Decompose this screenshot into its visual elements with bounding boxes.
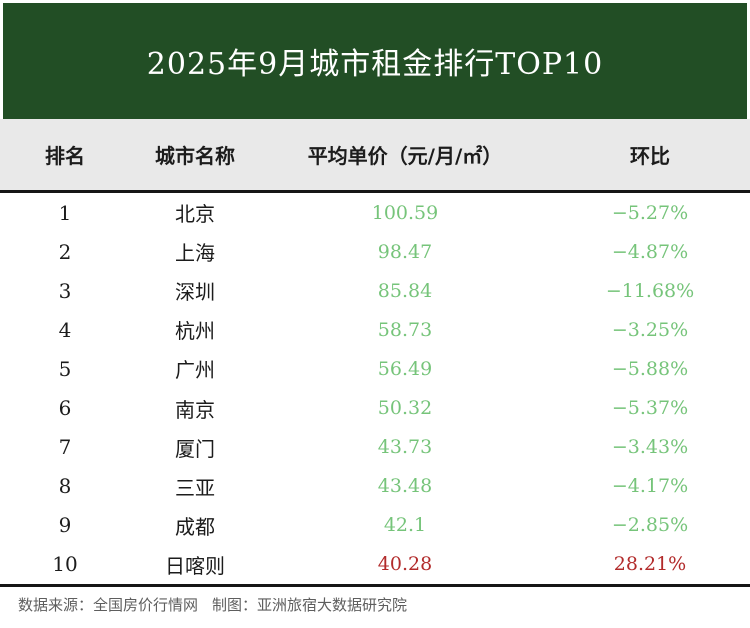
cell-price: 98.47 — [377, 240, 433, 263]
cell-city: 成都 — [175, 514, 215, 539]
cell-price: 85.84 — [377, 279, 433, 302]
table-bottom-rule — [0, 584, 750, 587]
table-body: 1 北京 100.59 −5.27% 2 上海 98.47 −4.87% 3 深圳 85.84 −11… — [0, 193, 750, 584]
cell-city: 日喀则 — [165, 553, 225, 578]
cell-city: 厦门 — [175, 436, 215, 461]
credit-label: 制图：亚洲旅宿大数据研究院 — [212, 596, 408, 614]
cell-city: 广州 — [175, 358, 215, 383]
cell-city: 北京 — [175, 202, 215, 227]
cell-rank: 4 — [58, 317, 72, 342]
cell-mom: −5.37% — [611, 397, 689, 420]
table-row: 10 日喀则 40.28 28.21% — [0, 545, 750, 584]
cell-city: 上海 — [175, 241, 215, 266]
cell-rank: 2 — [58, 239, 72, 264]
cell-rank: 5 — [58, 356, 72, 381]
cell-price: 50.32 — [377, 397, 433, 420]
data-source-label: 数据来源：全国房价行情网 — [18, 596, 199, 614]
cell-rank: 1 — [58, 200, 72, 225]
table-row: 3 深圳 85.84 −11.68% — [0, 271, 750, 310]
cell-city: 深圳 — [175, 280, 215, 305]
cell-price: 58.73 — [377, 318, 433, 341]
table-header-row: 排名 城市名称 平均单价（元/月/㎡） 环比 — [0, 119, 750, 193]
cell-mom: 28.21% — [613, 553, 687, 576]
cell-mom: −11.68% — [605, 279, 695, 302]
column-header: 城市名称 — [155, 144, 235, 168]
table-row: 6 南京 50.32 −5.37% — [0, 388, 750, 427]
cell-rank: 10 — [52, 552, 78, 577]
cell-city: 三亚 — [175, 475, 215, 500]
column-header: 排名 — [45, 144, 85, 168]
column-header: 平均单价（元/月/㎡） — [307, 144, 503, 168]
cell-rank: 7 — [58, 435, 72, 460]
cell-city: 南京 — [175, 397, 215, 422]
cell-mom: −3.25% — [611, 318, 689, 341]
cell-mom: −5.88% — [611, 357, 689, 380]
cell-price: 40.28 — [377, 553, 433, 576]
cell-rank: 6 — [58, 396, 72, 421]
cell-rank: 9 — [58, 513, 72, 538]
table-row: 5 广州 56.49 −5.88% — [0, 349, 750, 388]
table-row: 2 上海 98.47 −4.87% — [0, 232, 750, 271]
cell-price: 43.73 — [377, 436, 433, 459]
cell-mom: −5.27% — [611, 201, 689, 224]
table-row: 8 三亚 43.48 −4.17% — [0, 467, 750, 506]
cell-rank: 3 — [58, 278, 72, 303]
title-banner: 2025年9月城市租金排行TOP10 — [3, 3, 747, 119]
cell-mom: −4.17% — [611, 475, 689, 498]
table-row: 9 成都 42.1 −2.85% — [0, 506, 750, 545]
cell-rank: 8 — [58, 474, 72, 499]
page-title: 2025年9月城市租金排行TOP10 — [146, 47, 604, 82]
cell-city: 杭州 — [175, 319, 215, 344]
cell-mom: −4.87% — [611, 240, 689, 263]
cell-mom: −2.85% — [611, 514, 689, 537]
cell-price: 56.49 — [377, 357, 433, 380]
cell-price: 42.1 — [383, 514, 427, 537]
column-header: 环比 — [630, 144, 670, 168]
cell-mom: −3.43% — [611, 436, 689, 459]
cell-price: 100.59 — [371, 201, 439, 224]
rent-ranking-infographic: 2025年9月城市租金排行TOP10 排名 城市名称 平均单价（元/月/㎡） 环比 1… — [0, 3, 750, 628]
cell-price: 43.48 — [377, 475, 433, 498]
footer: 数据来源：全国房价行情网 制图：亚洲旅宿大数据研究院 — [0, 587, 750, 622]
table-row: 7 厦门 43.73 −3.43% — [0, 428, 750, 467]
table-row: 1 北京 100.59 −5.27% — [0, 193, 750, 232]
table-row: 4 杭州 58.73 −3.25% — [0, 310, 750, 349]
